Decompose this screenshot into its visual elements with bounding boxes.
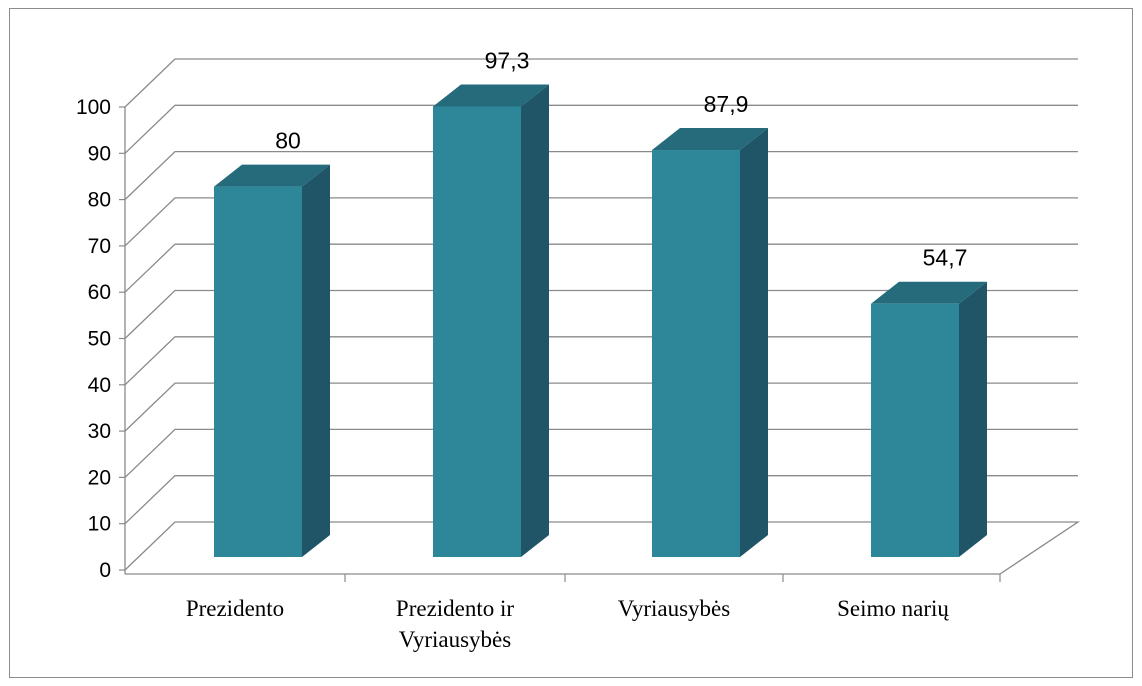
- x-tick-label-line: Vyriausybės: [399, 627, 511, 652]
- bar: [871, 303, 959, 557]
- gridline: [124, 428, 1078, 478]
- bar-side-face: [959, 281, 987, 557]
- gridline: [124, 243, 1078, 293]
- data-label: 87,9: [704, 91, 749, 117]
- labels-layer: 0 10 20 30 40 50 60 70 80 90 100 80 97,3 87,9 54,7 Prez…: [76, 48, 967, 652]
- gridline: [124, 58, 1078, 108]
- x-tick-label: Prezidento ir Vyriausybės: [396, 596, 514, 652]
- gridline: [124, 150, 1078, 201]
- bar-side-face: [302, 164, 330, 557]
- x-tick-label: Seimo narių: [837, 596, 949, 621]
- gridline: [124, 104, 1078, 154]
- gridline: [124, 289, 1078, 339]
- bar: [214, 186, 302, 557]
- x-tick-label-line: Prezidento ir: [396, 596, 514, 621]
- y-tick-label: 80: [88, 189, 111, 212]
- bar-top-face: [214, 164, 330, 187]
- y-tick-label: 30: [88, 420, 111, 443]
- bar-side-face: [740, 128, 768, 557]
- axis-layer: [119, 106, 1001, 582]
- y-tick-label: 90: [88, 142, 111, 165]
- bar: [433, 106, 521, 557]
- y-tick-label: 50: [88, 328, 111, 351]
- gridline: [124, 336, 1078, 386]
- x-tick-label: Vyriausybės: [618, 596, 730, 621]
- y-tick-label: 20: [88, 466, 111, 489]
- y-tick-label: 40: [88, 374, 111, 397]
- bar-top-face: [433, 84, 549, 107]
- data-label: 97,3: [485, 48, 530, 74]
- x-tick-label-line: Seimo narių: [837, 596, 949, 621]
- grid-layer: [124, 58, 1081, 575]
- gridline: [124, 382, 1078, 432]
- x-tick-label-line: Prezidento: [186, 596, 284, 621]
- bars-layer: [214, 84, 987, 557]
- gridline: [124, 475, 1078, 525]
- y-tick-label: 10: [88, 513, 111, 536]
- y-tick-label: 70: [88, 235, 111, 258]
- floor-outline: [124, 521, 1081, 575]
- x-tick-label-line: Vyriausybės: [618, 596, 730, 621]
- bar: [652, 150, 740, 557]
- y-tick-label: 100: [76, 96, 111, 119]
- gridline: [124, 197, 1078, 247]
- bar-side-face: [521, 84, 549, 557]
- bar-top-face: [652, 128, 768, 151]
- x-tick-label: Prezidento: [186, 596, 284, 621]
- bar-top-face: [871, 281, 987, 304]
- data-label: 80: [275, 128, 301, 154]
- y-tick-label: 0: [99, 559, 111, 582]
- y-tick-label: 60: [88, 281, 111, 304]
- data-label: 54,7: [923, 245, 968, 271]
